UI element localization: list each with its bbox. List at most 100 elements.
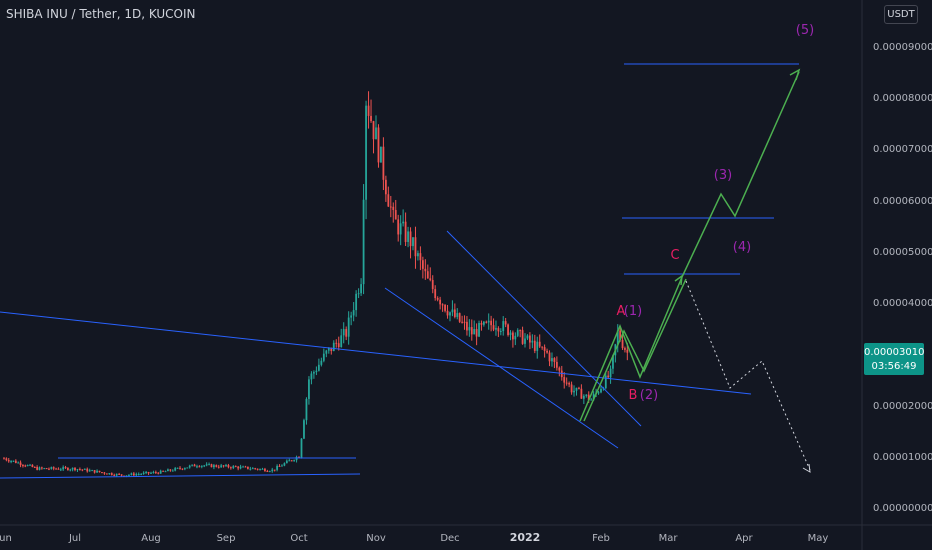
candle-body xyxy=(555,361,558,368)
candle-body xyxy=(342,329,345,336)
candle-body xyxy=(305,398,308,421)
candle-body xyxy=(626,349,629,353)
candle-body xyxy=(565,382,568,384)
candle-body xyxy=(45,468,48,470)
candle-body xyxy=(264,468,266,472)
candle-body xyxy=(52,467,55,469)
candle-body xyxy=(191,464,194,466)
candle-body xyxy=(310,373,313,380)
candle-body xyxy=(105,473,108,475)
candle-body xyxy=(504,321,507,325)
candle-body xyxy=(512,332,514,340)
candle-body xyxy=(340,335,343,348)
candle-body xyxy=(458,313,461,322)
y-tick-label: 0.00008000 xyxy=(873,93,932,104)
candle-body xyxy=(394,209,397,220)
candle-body xyxy=(514,335,517,340)
candle-body xyxy=(152,472,155,474)
candle-body xyxy=(524,338,526,344)
candle-body xyxy=(360,284,362,294)
alt-scenario-arrowhead xyxy=(802,463,811,473)
wave-projection-path-alt xyxy=(583,278,687,422)
x-tick-label: Jun xyxy=(0,533,12,544)
candle-body xyxy=(590,399,593,401)
candle-body xyxy=(580,388,583,399)
candle-body xyxy=(612,355,614,369)
candle-body xyxy=(370,115,372,122)
wave-label-abc: C xyxy=(670,248,679,263)
alt-scenario-path xyxy=(685,280,811,471)
candle-body xyxy=(62,467,65,470)
y-tick-label: 0.00001000 xyxy=(873,452,932,463)
candle-body xyxy=(293,460,296,462)
candle-body xyxy=(288,460,291,462)
range-bottom-line xyxy=(0,473,361,479)
candle-body xyxy=(167,469,169,472)
candle-body xyxy=(237,466,240,469)
candle-body xyxy=(303,420,305,439)
candle-body xyxy=(322,353,325,361)
x-tick-label: Apr xyxy=(735,533,753,544)
candle-countdown: 03:56:49 xyxy=(871,361,917,372)
candle-body xyxy=(521,330,524,344)
candle-body xyxy=(466,321,468,331)
candle-body xyxy=(188,465,191,468)
candle-body xyxy=(71,467,74,470)
candle-body xyxy=(22,465,24,467)
candle-body xyxy=(12,460,15,462)
candle-body xyxy=(140,473,143,475)
candle-body xyxy=(570,384,573,393)
candle-body xyxy=(429,278,432,281)
candle-body xyxy=(451,309,454,313)
wave-label-impulse: (1) xyxy=(624,304,642,319)
candle-body xyxy=(399,223,402,235)
candle-body xyxy=(541,346,544,348)
candle-body xyxy=(229,467,232,469)
candle-body xyxy=(441,304,444,306)
candle-body xyxy=(79,469,81,471)
candle-body xyxy=(392,206,395,210)
candle-body xyxy=(436,298,439,300)
candle-body xyxy=(485,321,488,323)
candle-body xyxy=(157,472,160,474)
candle-body xyxy=(217,466,220,468)
currency-button[interactable]: USDT xyxy=(884,5,918,24)
candle-body xyxy=(461,321,463,323)
candle-body xyxy=(446,310,449,316)
x-tick-label: Oct xyxy=(290,533,307,544)
x-tick-label: Jul xyxy=(68,533,81,544)
candle-body xyxy=(558,367,561,371)
candle-body xyxy=(320,360,323,365)
candle-body xyxy=(33,466,36,468)
candle-body xyxy=(17,462,20,464)
candle-body xyxy=(132,473,135,476)
candle-body xyxy=(495,328,497,330)
candle-body xyxy=(159,470,162,474)
candle-body xyxy=(516,330,519,336)
candle-body xyxy=(298,456,300,458)
long-term-trendline xyxy=(0,311,752,395)
wave-label-abc: B xyxy=(629,388,638,403)
candle-body xyxy=(575,387,578,391)
candle-body xyxy=(509,332,512,336)
candle-body xyxy=(335,342,338,344)
x-tick-label: Dec xyxy=(440,533,459,544)
candle-body xyxy=(213,465,215,468)
candle-body xyxy=(313,372,315,374)
candle-body xyxy=(128,474,130,476)
candle-body xyxy=(347,317,350,337)
candle-body xyxy=(93,470,96,473)
candle-body xyxy=(154,472,157,474)
arrowhead-c xyxy=(674,274,683,286)
candle-body xyxy=(421,260,424,269)
falling-wedge-upper xyxy=(446,230,642,427)
x-tick-label: Sep xyxy=(217,533,236,544)
candle-body xyxy=(278,465,281,467)
candle-body xyxy=(604,375,607,389)
y-tick-label: 0.00000000 xyxy=(873,503,932,514)
candle-body xyxy=(533,340,536,351)
candle-body xyxy=(456,313,459,317)
candle-body xyxy=(83,468,86,470)
